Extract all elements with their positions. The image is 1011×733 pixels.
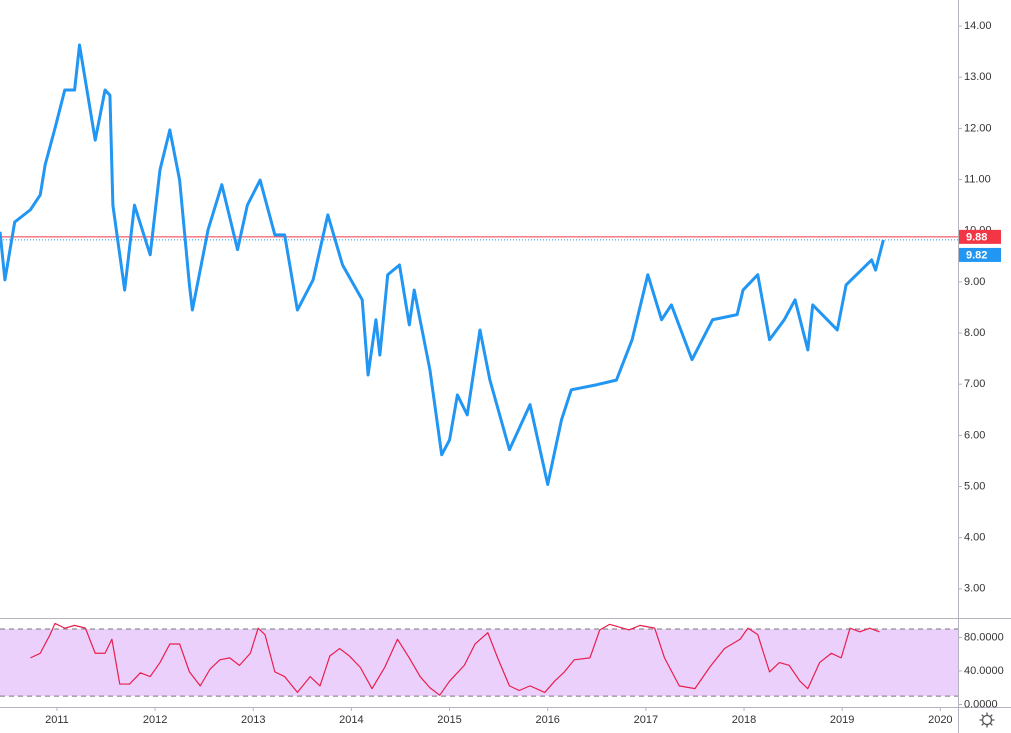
x-tick-label: 2020 (928, 714, 952, 726)
price-label: 9.82 (966, 249, 987, 261)
y-tick-label: 9.00 (964, 276, 985, 288)
x-tick-label: 2017 (634, 714, 658, 726)
y-tick-label: 8.00 (964, 327, 985, 339)
gear-ring (981, 714, 993, 726)
y-tick-label: 80.0000 (964, 631, 1004, 643)
y-tick-label: 4.00 (964, 532, 985, 544)
y-tick-label: 3.00 (964, 583, 985, 595)
x-tick-label: 2013 (241, 714, 265, 726)
gear-teeth (979, 712, 995, 728)
price-label-box (959, 247, 1001, 262)
y-tick-label: 7.00 (964, 378, 985, 390)
x-tick-label: 2011 (45, 714, 69, 726)
x-tick-label: 2016 (535, 714, 559, 726)
y-tick-label: 13.00 (964, 71, 992, 83)
y-tick-label: 5.00 (964, 480, 985, 492)
y-tick-label: 6.00 (964, 429, 985, 441)
data-line (30, 622, 880, 696)
y-tick-label: 0.0000 (964, 698, 998, 710)
y-tick-label: 11.00 (964, 173, 991, 185)
y-tick-label: 40.0000 (964, 665, 1004, 677)
series-group (0, 43, 885, 486)
band-fill (0, 629, 958, 697)
x-tick-label: 2012 (143, 714, 167, 726)
series-group (30, 622, 880, 696)
price-label-box (959, 229, 1001, 244)
settings-icon[interactable] (979, 712, 995, 728)
x-tick-label: 2015 (437, 714, 461, 726)
x-tick-label: 2018 (732, 714, 756, 726)
x-tick-label: 2019 (830, 714, 854, 726)
x-tick-label: 2014 (339, 714, 363, 726)
y-tick-label: 14.00 (964, 20, 992, 32)
price-label: 9.88 (966, 231, 987, 243)
y-tick-label: 12.00 (964, 122, 992, 134)
data-line (0, 43, 885, 486)
